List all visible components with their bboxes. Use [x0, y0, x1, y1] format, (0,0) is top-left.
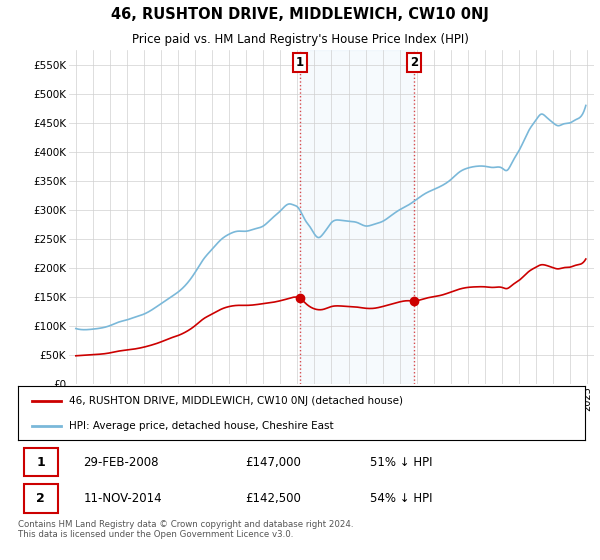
Text: 51% ↓ HPI: 51% ↓ HPI — [370, 455, 432, 469]
Text: 2: 2 — [37, 492, 45, 505]
Text: 46, RUSHTON DRIVE, MIDDLEWICH, CW10 0NJ (detached house): 46, RUSHTON DRIVE, MIDDLEWICH, CW10 0NJ … — [69, 396, 403, 407]
Text: 1: 1 — [37, 455, 45, 469]
Text: 29-FEB-2008: 29-FEB-2008 — [83, 455, 159, 469]
Text: 2: 2 — [410, 55, 418, 68]
Text: Price paid vs. HM Land Registry's House Price Index (HPI): Price paid vs. HM Land Registry's House … — [131, 34, 469, 46]
Text: 46, RUSHTON DRIVE, MIDDLEWICH, CW10 0NJ: 46, RUSHTON DRIVE, MIDDLEWICH, CW10 0NJ — [111, 7, 489, 22]
Bar — [300, 50, 415, 384]
Text: £147,000: £147,000 — [245, 455, 301, 469]
Text: HPI: Average price, detached house, Cheshire East: HPI: Average price, detached house, Ches… — [69, 421, 334, 431]
Text: £142,500: £142,500 — [245, 492, 301, 505]
Text: Contains HM Land Registry data © Crown copyright and database right 2024.
This d: Contains HM Land Registry data © Crown c… — [18, 520, 353, 539]
FancyBboxPatch shape — [23, 447, 58, 477]
Text: 54% ↓ HPI: 54% ↓ HPI — [370, 492, 432, 505]
FancyBboxPatch shape — [23, 484, 58, 513]
Text: 1: 1 — [296, 55, 304, 68]
Text: 11-NOV-2014: 11-NOV-2014 — [83, 492, 162, 505]
